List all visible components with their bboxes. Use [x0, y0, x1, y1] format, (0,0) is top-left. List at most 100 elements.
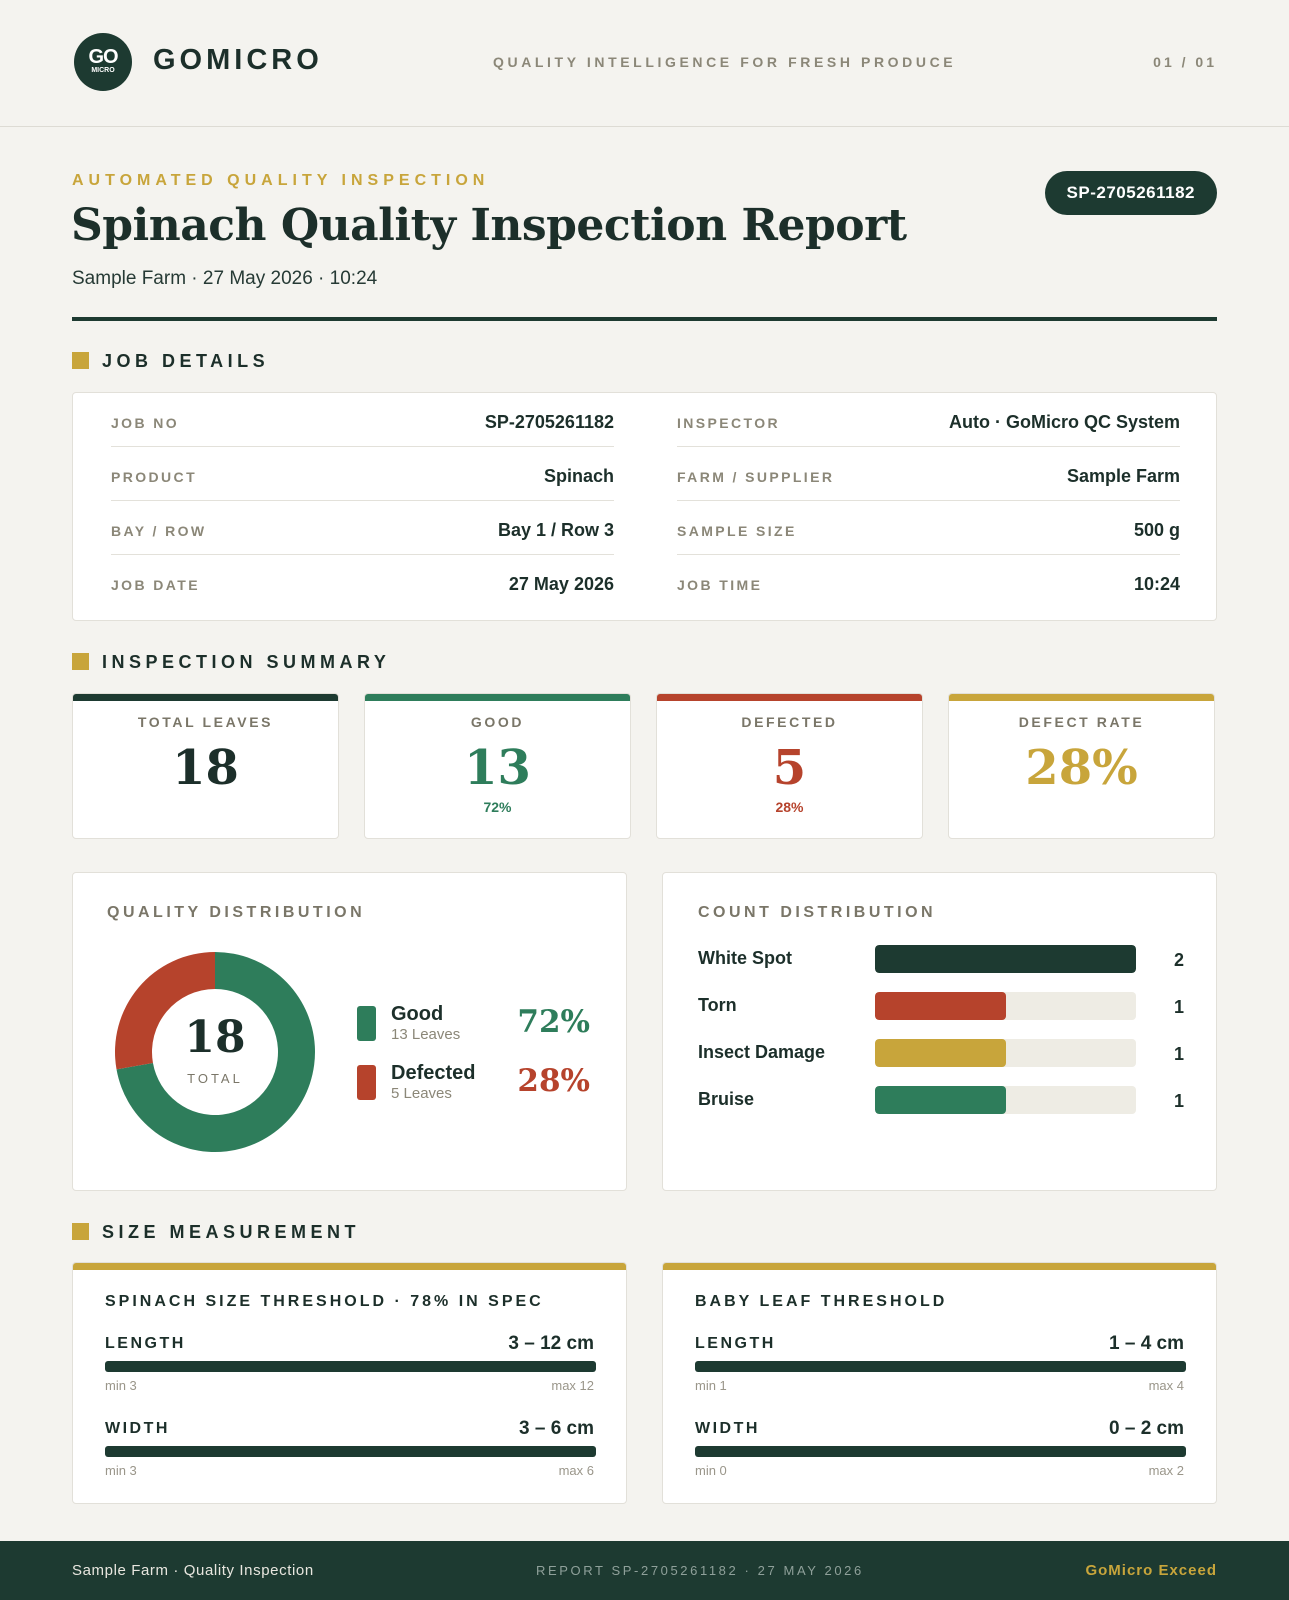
size-range-bar	[105, 1446, 596, 1457]
stat-value: 18	[172, 740, 239, 796]
stat-good: GOOD 13 72%	[364, 693, 631, 839]
gomicro-logo: GO MICRO	[74, 33, 132, 91]
legend-sub: 5 Leaves	[391, 1085, 452, 1102]
report-subtitle: Sample Farm · 27 May 2026 · 10:24	[72, 268, 378, 289]
job-label: INSPECTOR	[677, 415, 781, 431]
job-value: Sample Farm	[1066, 466, 1180, 486]
stat-percent: 28%	[775, 799, 804, 815]
job-value: 27 May 2026	[508, 574, 614, 594]
job-value: Bay 1 / Row 3	[497, 520, 614, 540]
job-value: SP-2705261182	[484, 412, 614, 432]
job-value: 500 g	[1133, 520, 1180, 540]
size-range-bar	[695, 1361, 1186, 1372]
legend-percent: 28%	[517, 1063, 590, 1099]
section-marker-icon	[72, 653, 89, 670]
job-label: JOB DATE	[111, 577, 200, 593]
stat-defect-rate: DEFECT RATE 28%	[948, 693, 1215, 839]
report-id-badge: SP-2705261182	[1044, 171, 1217, 215]
page-header: GO MICRO GOMICRO QUALITY INTELLIGENCE FO…	[0, 0, 1289, 127]
legend-sub: 13 Leaves	[391, 1026, 461, 1043]
count-item-value: 1	[1173, 1091, 1184, 1111]
section-title: JOB DETAILS	[102, 351, 270, 371]
count-item-name: Insect Damage	[698, 1042, 826, 1062]
stat-total-leaves: TOTAL LEAVES 18	[72, 693, 339, 839]
job-row: JOB NO SP-2705261182	[111, 393, 614, 447]
section-inspection-summary: INSPECTION SUMMARY	[72, 652, 390, 673]
job-label: PRODUCT	[111, 469, 198, 485]
job-row: JOB TIME 10:24	[677, 555, 1180, 609]
size-row-value: 1 – 4 cm	[1109, 1333, 1184, 1354]
job-row: JOB DATE 27 May 2026	[111, 555, 614, 609]
size-row-value: 3 – 12 cm	[508, 1333, 594, 1354]
stat-accent-bar	[657, 694, 922, 701]
size-range-bar	[695, 1446, 1186, 1457]
report-title: Spinach Quality Inspection Report	[71, 200, 907, 251]
donut-total-label: TOTAL	[187, 1071, 243, 1086]
stat-value: 13	[464, 740, 531, 796]
section-title: SIZE MEASUREMENT	[102, 1222, 361, 1242]
stat-percent: 72%	[483, 799, 512, 815]
size-row-label: WIDTH	[105, 1420, 170, 1437]
size-row-value: 3 – 6 cm	[519, 1418, 594, 1439]
logo-go-text: GO	[88, 46, 118, 68]
tagline: QUALITY INTELLIGENCE FOR FRESH PRODUCE	[493, 54, 957, 70]
job-label: JOB TIME	[677, 577, 763, 593]
count-item-name: Bruise	[698, 1089, 755, 1109]
donut-total-value: 18	[184, 1012, 246, 1063]
logo-micro-text: MICRO	[91, 67, 115, 74]
page-number: 01 / 01	[1153, 54, 1217, 70]
stat-label: DEFECTED	[741, 714, 838, 730]
donut-slice-good	[116, 952, 315, 1152]
section-job-details: JOB DETAILS	[72, 351, 269, 372]
footer-left: Sample Farm · Quality Inspection	[72, 1562, 314, 1579]
job-label: FARM / SUPPLIER	[677, 469, 835, 485]
size-row-value: 0 – 2 cm	[1109, 1418, 1184, 1439]
card-title: COUNT DISTRIBUTION	[698, 904, 937, 921]
baby-leaf-threshold-card: BABY LEAF THRESHOLD LENGTH 1 – 4 cm min …	[662, 1262, 1217, 1504]
title-divider	[72, 317, 1217, 321]
job-row: SAMPLE SIZE 500 g	[677, 501, 1180, 555]
size-min: min 1	[695, 1378, 727, 1393]
quality-donut-chart	[115, 952, 315, 1152]
count-bar-track	[875, 945, 1136, 973]
job-value: Spinach	[543, 466, 614, 486]
job-label: JOB NO	[111, 415, 180, 431]
count-item-value: 2	[1173, 950, 1184, 970]
legend-name: Defected	[391, 1062, 476, 1084]
size-row-label: LENGTH	[105, 1335, 186, 1352]
size-max: max 12	[551, 1378, 594, 1393]
page-footer: Sample Farm · Quality Inspection REPORT …	[0, 1541, 1289, 1600]
legend-swatch-good	[357, 1006, 376, 1041]
footer-report-ref: REPORT SP-2705261182 · 27 MAY 2026	[536, 1563, 864, 1578]
size-card-title: SPINACH SIZE THRESHOLD · 78% IN SPEC	[105, 1293, 544, 1310]
spinach-size-threshold-card: SPINACH SIZE THRESHOLD · 78% IN SPEC LEN…	[72, 1262, 627, 1504]
job-row: PRODUCT Spinach	[111, 447, 614, 501]
section-size-measurement: SIZE MEASUREMENT	[72, 1222, 360, 1243]
footer-brand: GoMicro Exceed	[1085, 1562, 1217, 1579]
stat-accent-bar	[73, 694, 338, 701]
legend-percent: 72%	[517, 1004, 590, 1040]
count-bar-track	[875, 1086, 1136, 1114]
count-bar-fill	[875, 1039, 1006, 1067]
stat-accent-bar	[365, 694, 630, 701]
brand-name: GOMICRO	[153, 44, 323, 76]
job-row: BAY / ROW Bay 1 / Row 3	[111, 501, 614, 555]
count-bar-fill	[875, 945, 1136, 973]
size-max: max 6	[558, 1463, 594, 1478]
count-item-value: 1	[1173, 1044, 1184, 1064]
job-value: Auto · GoMicro QC System	[948, 412, 1180, 432]
size-min: min 0	[695, 1463, 727, 1478]
size-max: max 4	[1148, 1378, 1184, 1393]
size-range-bar	[105, 1361, 596, 1372]
stat-label: GOOD	[470, 714, 525, 730]
job-details-card: JOB NO SP-2705261182 PRODUCT Spinach BAY…	[72, 392, 1217, 621]
count-bar-track	[875, 992, 1136, 1020]
stat-defected: DEFECTED 5 28%	[656, 693, 923, 839]
section-marker-icon	[72, 352, 89, 369]
report-eyebrow: AUTOMATED QUALITY INSPECTION	[72, 172, 490, 189]
card-accent-bar	[73, 1263, 626, 1270]
stat-label: DEFECT RATE	[1018, 714, 1145, 730]
size-row-label: WIDTH	[695, 1420, 760, 1437]
count-bar-fill	[875, 1086, 1006, 1114]
section-marker-icon	[72, 1223, 89, 1240]
